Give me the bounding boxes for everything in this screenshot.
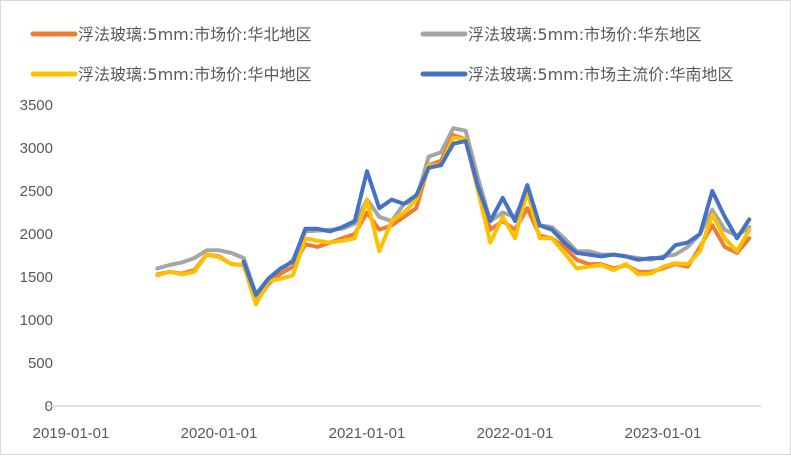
x-tick-label: 2019-01-01 [33, 425, 110, 442]
y-tick-label: 3000 [20, 140, 53, 157]
y-tick-label: 2000 [20, 226, 53, 243]
legend-item: 浮法玻璃:5mm:市场主流价:华南地区 [420, 65, 734, 84]
legend-label: 浮法玻璃:5mm:市场主流价:华南地区 [468, 65, 734, 84]
legend: 浮法玻璃:5mm:市场价:华北地区 浮法玻璃:5mm:市场价:华东地区浮法玻璃:5… [30, 25, 734, 84]
y-tick-label: 500 [28, 355, 53, 372]
y-tick-label: 3500 [20, 97, 53, 114]
x-tick-label: 2022-01-01 [477, 425, 554, 442]
legend-item: 浮法玻璃:5mm:市场价:华北地区 [30, 25, 312, 44]
x-tick-label: 2021-01-01 [329, 425, 406, 442]
legend-item: 浮法玻璃:5mm:市场价:华中地区 [30, 65, 312, 84]
legend-label: 浮法玻璃:5mm:市场价:华北地区 [78, 25, 312, 44]
y-axis: 0500100015002000250030003500 [20, 97, 53, 415]
y-tick-label: 1000 [20, 312, 53, 329]
x-axis: 2019-01-01 2020-01-01 2021-01-01 2022-01-01… [33, 405, 761, 442]
y-tick-label: 1500 [20, 269, 53, 286]
x-tick-label: 2023-01-01 [625, 425, 702, 442]
x-tick-label: 2020-01-01 [181, 425, 258, 442]
series-line-2 [155, 135, 752, 307]
y-tick-label: 2500 [20, 183, 53, 200]
series-line-3 [241, 139, 752, 298]
series-lines [155, 126, 752, 307]
legend-item: 浮法玻璃:5mm:市场价:华东地区 [420, 25, 702, 44]
legend-label: 浮法玻璃:5mm:市场价:华东地区 [468, 25, 702, 44]
legend-label: 浮法玻璃:5mm:市场价:华中地区 [78, 65, 312, 84]
